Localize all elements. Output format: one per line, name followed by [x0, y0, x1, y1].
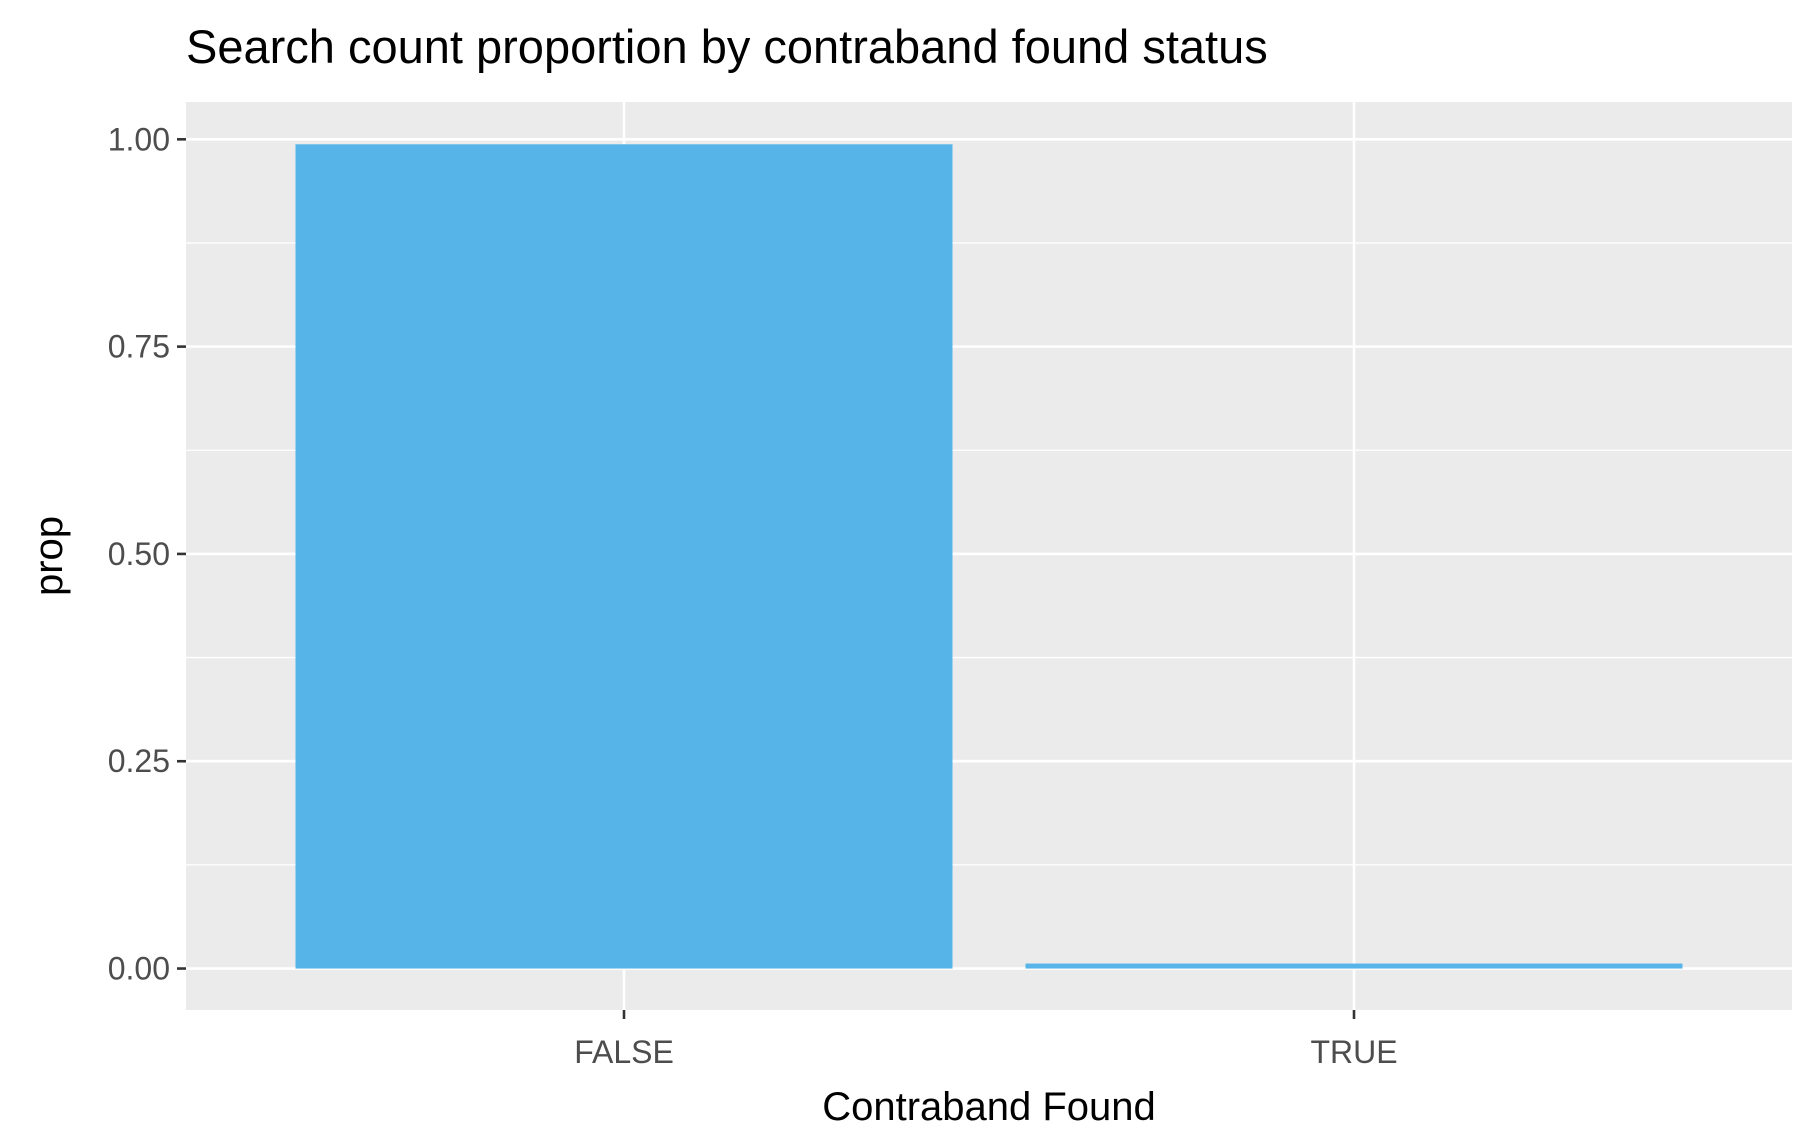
x-axis-title: Contraband Found — [822, 1085, 1156, 1129]
y-tick-label: 0.50 — [108, 536, 170, 572]
y-tick-label: 1.00 — [108, 121, 170, 157]
y-tick-label: 0.75 — [108, 329, 170, 365]
axis-layer: 0.00 0.25 0.50 0.75 1.00 FALSE TRUE — [108, 121, 1398, 1070]
y-tick-label: 0.25 — [108, 743, 170, 779]
bar-true — [1025, 963, 1683, 969]
chart-title: Search count proportion by contraband fo… — [186, 20, 1268, 73]
x-tick-label: FALSE — [574, 1034, 674, 1070]
y-axis-title: prop — [27, 516, 71, 596]
x-tick-label: TRUE — [1310, 1034, 1397, 1070]
y-tick-label: 0.00 — [108, 951, 170, 987]
bar-layer — [295, 144, 1683, 969]
bar-false — [295, 144, 953, 969]
